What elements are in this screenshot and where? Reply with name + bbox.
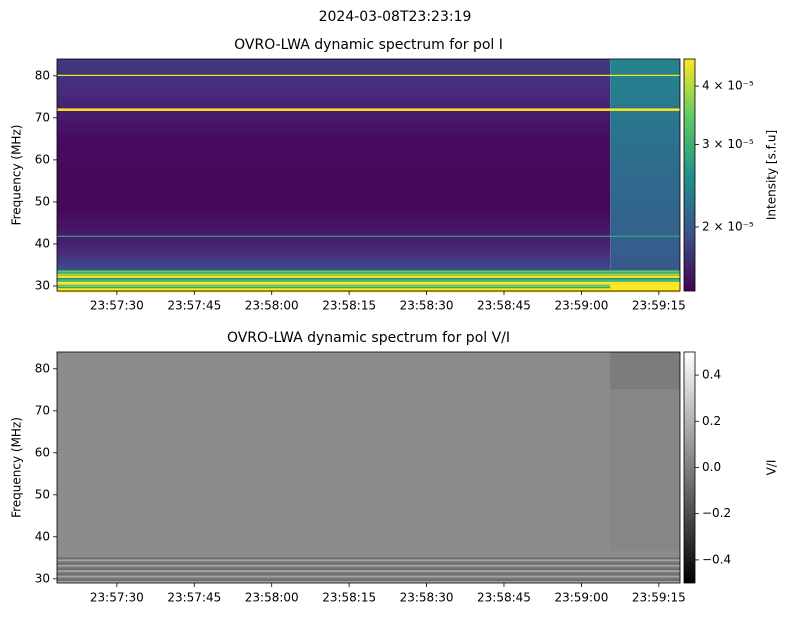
spectrum-stripe bbox=[57, 575, 680, 578]
y-tick-label: 80 bbox=[35, 68, 50, 82]
spectrum-stripe bbox=[57, 579, 680, 582]
axes-frame bbox=[56, 351, 681, 584]
spectrum-line bbox=[57, 108, 680, 111]
axes-frame bbox=[56, 58, 681, 292]
y-tick-label: 40 bbox=[35, 529, 50, 543]
spectrum-line bbox=[57, 235, 680, 237]
spectrum-stripe bbox=[57, 285, 680, 288]
colorbar-tick-label: −0.4 bbox=[702, 552, 731, 566]
colorbar-tick-label: 3 × 10⁻⁵ bbox=[702, 137, 754, 151]
y-tick-label: 70 bbox=[35, 403, 50, 417]
spectrum-stripe bbox=[57, 279, 680, 282]
spectrum-background bbox=[57, 352, 680, 583]
y-tick-label: 60 bbox=[35, 445, 50, 459]
spectrum-stripe bbox=[57, 572, 680, 574]
colorbar-tick-label: −0.2 bbox=[702, 506, 731, 520]
spectrum-stripe bbox=[57, 562, 680, 565]
y-tick-label: 30 bbox=[35, 278, 50, 292]
x-tick-label: 23:58:30 bbox=[400, 591, 454, 605]
y-tick-label: 40 bbox=[35, 236, 50, 250]
spectrum-stripe bbox=[57, 564, 680, 567]
x-tick-label: 23:59:15 bbox=[632, 591, 686, 605]
spectrum-stripe bbox=[57, 273, 680, 276]
panel-title: OVRO-LWA dynamic spectrum for pol V/I bbox=[227, 330, 510, 346]
colorbar-label: V/I bbox=[765, 460, 779, 476]
spectrum-block bbox=[610, 59, 680, 291]
y-tick-label: 30 bbox=[35, 571, 50, 585]
colorbar-tick-label: 0.4 bbox=[702, 368, 721, 382]
colorbar-tick-label: 0.2 bbox=[702, 414, 721, 428]
suptitle: 2024-03-08T23:23:19 bbox=[319, 9, 472, 25]
spectrum-stripe bbox=[57, 288, 680, 293]
spectrum-stripe bbox=[57, 568, 680, 571]
y-tick-label: 80 bbox=[35, 361, 50, 375]
x-tick-label: 23:58:15 bbox=[322, 591, 376, 605]
spectrum-stripe bbox=[57, 559, 680, 562]
spectrum-stripe bbox=[57, 557, 680, 560]
spectrum-stripe bbox=[610, 284, 680, 291]
panel: OVRO-LWA dynamic spectrum for pol I Frequ… bbox=[10, 37, 779, 313]
spectrum-stripe bbox=[57, 570, 680, 573]
y-axis-label: Frequency (MHz) bbox=[10, 417, 24, 518]
colorbar-tick-label: 4 × 10⁻⁵ bbox=[702, 79, 754, 93]
y-tick-label: 50 bbox=[35, 487, 50, 501]
spectrum-stripe bbox=[57, 581, 680, 583]
y-tick-label: 70 bbox=[35, 110, 50, 124]
x-tick-label: 23:58:45 bbox=[477, 299, 531, 313]
panel: OVRO-LWA dynamic spectrum for pol V/I Fre… bbox=[10, 330, 779, 605]
x-tick-label: 23:57:45 bbox=[167, 591, 221, 605]
y-tick-label: 50 bbox=[35, 194, 50, 208]
x-tick-label: 23:59:15 bbox=[632, 299, 686, 313]
y-tick-label: 60 bbox=[35, 152, 50, 166]
spectrum-stripe bbox=[57, 275, 680, 278]
x-tick-label: 23:58:00 bbox=[245, 299, 299, 313]
spectrum-stripe bbox=[57, 577, 680, 580]
spectrum-stripe bbox=[57, 573, 680, 576]
spectrum-block bbox=[610, 352, 680, 389]
x-tick-label: 23:58:30 bbox=[400, 299, 454, 313]
x-tick-label: 23:57:30 bbox=[90, 591, 144, 605]
colorbar-tick-label: 2 × 10⁻⁵ bbox=[702, 220, 754, 234]
y-axis-label: Frequency (MHz) bbox=[10, 125, 24, 226]
x-tick-label: 23:58:15 bbox=[322, 299, 376, 313]
spectrum-stripe bbox=[57, 270, 680, 273]
x-tick-label: 23:58:00 bbox=[245, 591, 299, 605]
spectrum-stripe bbox=[57, 566, 680, 569]
spectrum-stripe bbox=[57, 561, 680, 563]
x-tick-label: 23:59:00 bbox=[554, 591, 608, 605]
colorbar bbox=[683, 58, 696, 292]
colorbar-tick-label: 0.0 bbox=[702, 460, 721, 474]
spectrum-background bbox=[57, 59, 611, 291]
spectrum-line bbox=[57, 74, 680, 76]
spectrum-block bbox=[610, 388, 680, 551]
x-tick-label: 23:57:30 bbox=[90, 299, 144, 313]
x-tick-label: 23:58:45 bbox=[477, 591, 531, 605]
x-tick-label: 23:59:00 bbox=[554, 299, 608, 313]
x-tick-label: 23:57:45 bbox=[167, 299, 221, 313]
spectrum-stripe bbox=[57, 281, 680, 285]
colorbar bbox=[683, 351, 696, 584]
colorbar-label: Intensity [s.f.u] bbox=[765, 130, 779, 220]
panel-title: OVRO-LWA dynamic spectrum for pol I bbox=[234, 37, 503, 53]
